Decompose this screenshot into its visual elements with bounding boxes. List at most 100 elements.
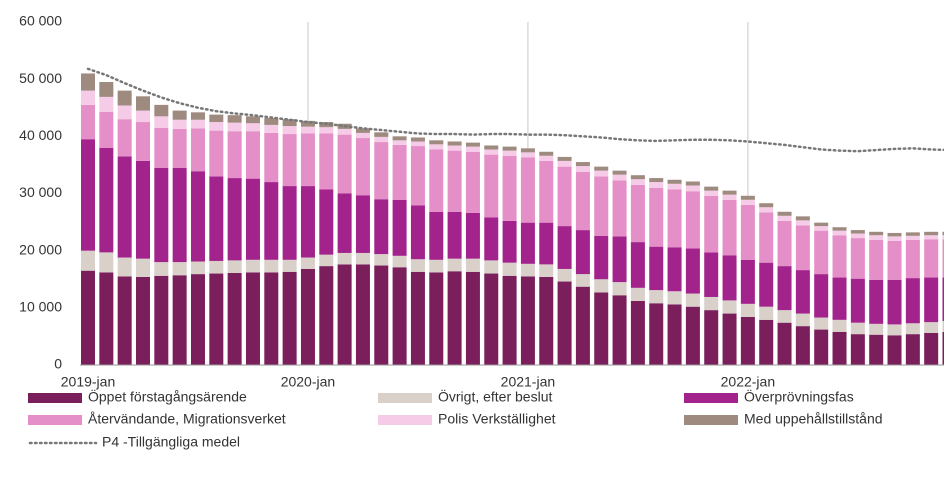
bar-segment: [685, 293, 700, 307]
bar-segment: [612, 236, 627, 283]
bar-segment: [575, 166, 590, 172]
bar-segment: [447, 211, 462, 259]
bar-segment: [282, 186, 297, 260]
bar-segment: [905, 239, 920, 279]
bar-segment: [869, 235, 884, 240]
bar-segment: [374, 132, 389, 137]
bar-segment: [759, 212, 774, 263]
bar-segment: [264, 124, 279, 133]
bar-segment: [667, 291, 682, 305]
bar-segment: [172, 110, 187, 120]
bar-segment: [117, 90, 132, 106]
bar-segment: [227, 178, 242, 261]
bar-segment: [172, 119, 187, 129]
bar-segment: [319, 133, 334, 190]
legend-label: P4 -Tillgängliga medel: [102, 434, 240, 450]
bar-segment: [814, 226, 829, 231]
bar-segment: [905, 323, 920, 335]
bar-segment: [740, 316, 755, 365]
legend-swatch: [684, 393, 738, 403]
y-tick-label: 60 000: [19, 13, 62, 29]
bar-segment: [612, 282, 627, 296]
bar-segment: [795, 313, 810, 327]
bar-segment: [282, 271, 297, 365]
y-tick-label: 30 000: [19, 184, 62, 200]
legend-swatch: [684, 415, 738, 425]
bar-segment: [832, 227, 847, 231]
bar-segment: [722, 194, 737, 200]
bar-segment: [685, 185, 700, 192]
bar-segment: [814, 329, 829, 365]
bar-segment: [869, 323, 884, 335]
bar-segment: [612, 170, 627, 175]
bar-segment: [355, 138, 370, 196]
bar-segment: [869, 231, 884, 236]
bar-segment: [539, 155, 554, 161]
bar-segment: [300, 120, 315, 127]
bar-segment: [667, 179, 682, 184]
bar-segment: [630, 242, 645, 288]
x-tick-label: 2021-jan: [501, 374, 556, 390]
bar-segment: [649, 246, 664, 291]
bar-segment: [264, 259, 279, 273]
bar-segment: [814, 222, 829, 227]
bar-segment: [135, 122, 150, 161]
bar-segment: [850, 278, 865, 323]
bar-segment: [594, 170, 609, 177]
bar-segment: [594, 279, 609, 293]
bar-segment: [814, 274, 829, 318]
bar-segment: [154, 104, 169, 117]
bar-segment: [209, 273, 224, 365]
y-tick-label: 20 000: [19, 241, 62, 257]
bar-segment: [759, 262, 774, 307]
bar-segment: [465, 142, 480, 147]
bar-segment: [795, 270, 810, 314]
bar-segment: [667, 189, 682, 248]
bar-segment: [429, 211, 444, 260]
bar-segment: [484, 260, 499, 274]
bar-segment: [924, 235, 939, 240]
bar-segment: [392, 199, 407, 256]
bar-segment: [649, 303, 664, 365]
bar-segment: [135, 276, 150, 365]
bar-segment: [245, 259, 260, 273]
bar-segment: [154, 127, 169, 168]
bar-segment: [135, 258, 150, 277]
bar-segment: [887, 236, 902, 241]
bar-segment: [410, 137, 425, 142]
bar-segment: [227, 260, 242, 273]
bar-segment: [850, 238, 865, 279]
bar-segment: [392, 255, 407, 268]
bar-segment: [465, 271, 480, 365]
bar-segment: [539, 151, 554, 156]
bar-segment: [355, 132, 370, 139]
bar-segment: [594, 235, 609, 280]
bar-segment: [337, 128, 352, 135]
bar-segment: [245, 178, 260, 260]
bar-segment: [99, 147, 114, 253]
bar-segment: [209, 176, 224, 261]
bar-segment: [649, 178, 664, 183]
bar-segment: [722, 199, 737, 256]
bar-segment: [81, 90, 95, 105]
bar-segment: [575, 286, 590, 365]
bar-segment: [117, 276, 132, 365]
bar-segment: [649, 187, 664, 247]
bar-segment: [942, 331, 944, 365]
bar-segment: [282, 126, 297, 135]
y-tick-label: 50 000: [19, 70, 62, 86]
bar-segment: [905, 232, 920, 236]
bar-segment: [520, 152, 535, 158]
bar-segment: [319, 254, 334, 267]
bar-segment: [465, 258, 480, 272]
bar-segment: [502, 155, 517, 221]
bar-segment: [942, 320, 944, 332]
bar-segment: [337, 193, 352, 253]
bar-segment: [465, 212, 480, 259]
bar-segment: [300, 126, 315, 134]
bar-segment: [520, 263, 535, 277]
bar-segment: [282, 119, 297, 127]
bar-segment: [850, 230, 865, 234]
bar-segment: [539, 264, 554, 277]
bar-segment: [759, 319, 774, 365]
